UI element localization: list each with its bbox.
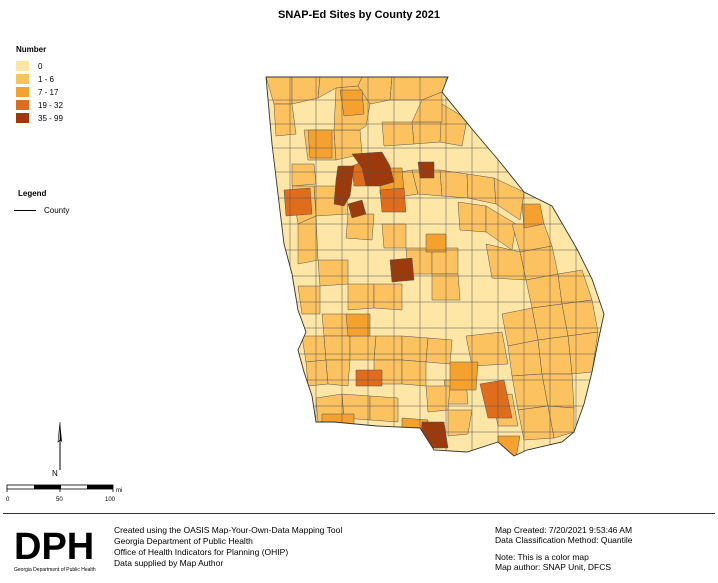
legend-label: 35 - 99 [38, 114, 63, 123]
scale-bar: 0 50 100 mi [6, 484, 122, 503]
state-outline [265, 76, 605, 457]
credit-line: Created using the OASIS Map-Your-Own-Dat… [114, 525, 343, 535]
credits-block: Created using the OASIS Map-Your-Own-Dat… [114, 525, 342, 569]
legend-label: 19 - 32 [38, 101, 63, 110]
legend-label: 7 - 17 [38, 88, 59, 97]
legend-class-4: 35 - 99 [16, 113, 63, 124]
county-fills [266, 77, 604, 456]
georgia-county-map[interactable] [262, 74, 612, 464]
scale-tick-50: 50 [56, 497, 63, 503]
logo-text: DPH [14, 526, 94, 568]
map-title: SNAP-Ed Sites by County 2021 [278, 9, 440, 21]
legend-class-3: 19 - 32 [16, 100, 63, 111]
north-arrow-icon: N [52, 421, 62, 478]
map-created: Map Created: 7/20/2021 9:53:46 AM [495, 525, 633, 535]
county-line-symbol [14, 210, 36, 212]
legend-class-2: 7 - 17 [16, 87, 58, 98]
scale-unit: mi [116, 488, 122, 494]
layer-legend-label: County [44, 206, 70, 215]
layer-legend-county: County [14, 205, 69, 216]
logo-caption: Georgia Department of Public Health [14, 567, 96, 573]
legend-class-0: 0 [16, 61, 42, 72]
legend-swatch [16, 87, 29, 97]
legend-label: 0 [38, 62, 43, 71]
layer-legend-title: Legend [18, 189, 47, 198]
credit-line: Georgia Department of Public Health [114, 536, 253, 546]
legend-class-1: 1 - 6 [16, 74, 54, 85]
scale-tick-0: 0 [6, 497, 10, 503]
color-note: Note: This is a color map [495, 552, 589, 562]
dph-logo: DPH Georgia Department of Public Health [14, 526, 96, 573]
credit-line: Data supplied by Map Author [114, 558, 224, 568]
footer-divider [3, 513, 715, 514]
number-legend-title: Number [16, 45, 47, 54]
legend-swatch [16, 74, 29, 84]
legend-label: 1 - 6 [38, 75, 55, 84]
north-label: N [52, 469, 58, 478]
map-author: Map author: SNAP Unit, DFCS [495, 562, 612, 572]
scale-tick-100: 100 [105, 497, 116, 503]
credit-line: Office of Health Indicators for Planning… [114, 547, 289, 557]
map-info-block: Map Created: 7/20/2021 9:53:46 AM Data C… [495, 525, 633, 572]
legend-swatch [16, 61, 29, 71]
classification-method: Data Classification Method: Quantile [495, 535, 633, 545]
legend-swatch [16, 113, 29, 123]
legend-swatch [16, 100, 29, 110]
